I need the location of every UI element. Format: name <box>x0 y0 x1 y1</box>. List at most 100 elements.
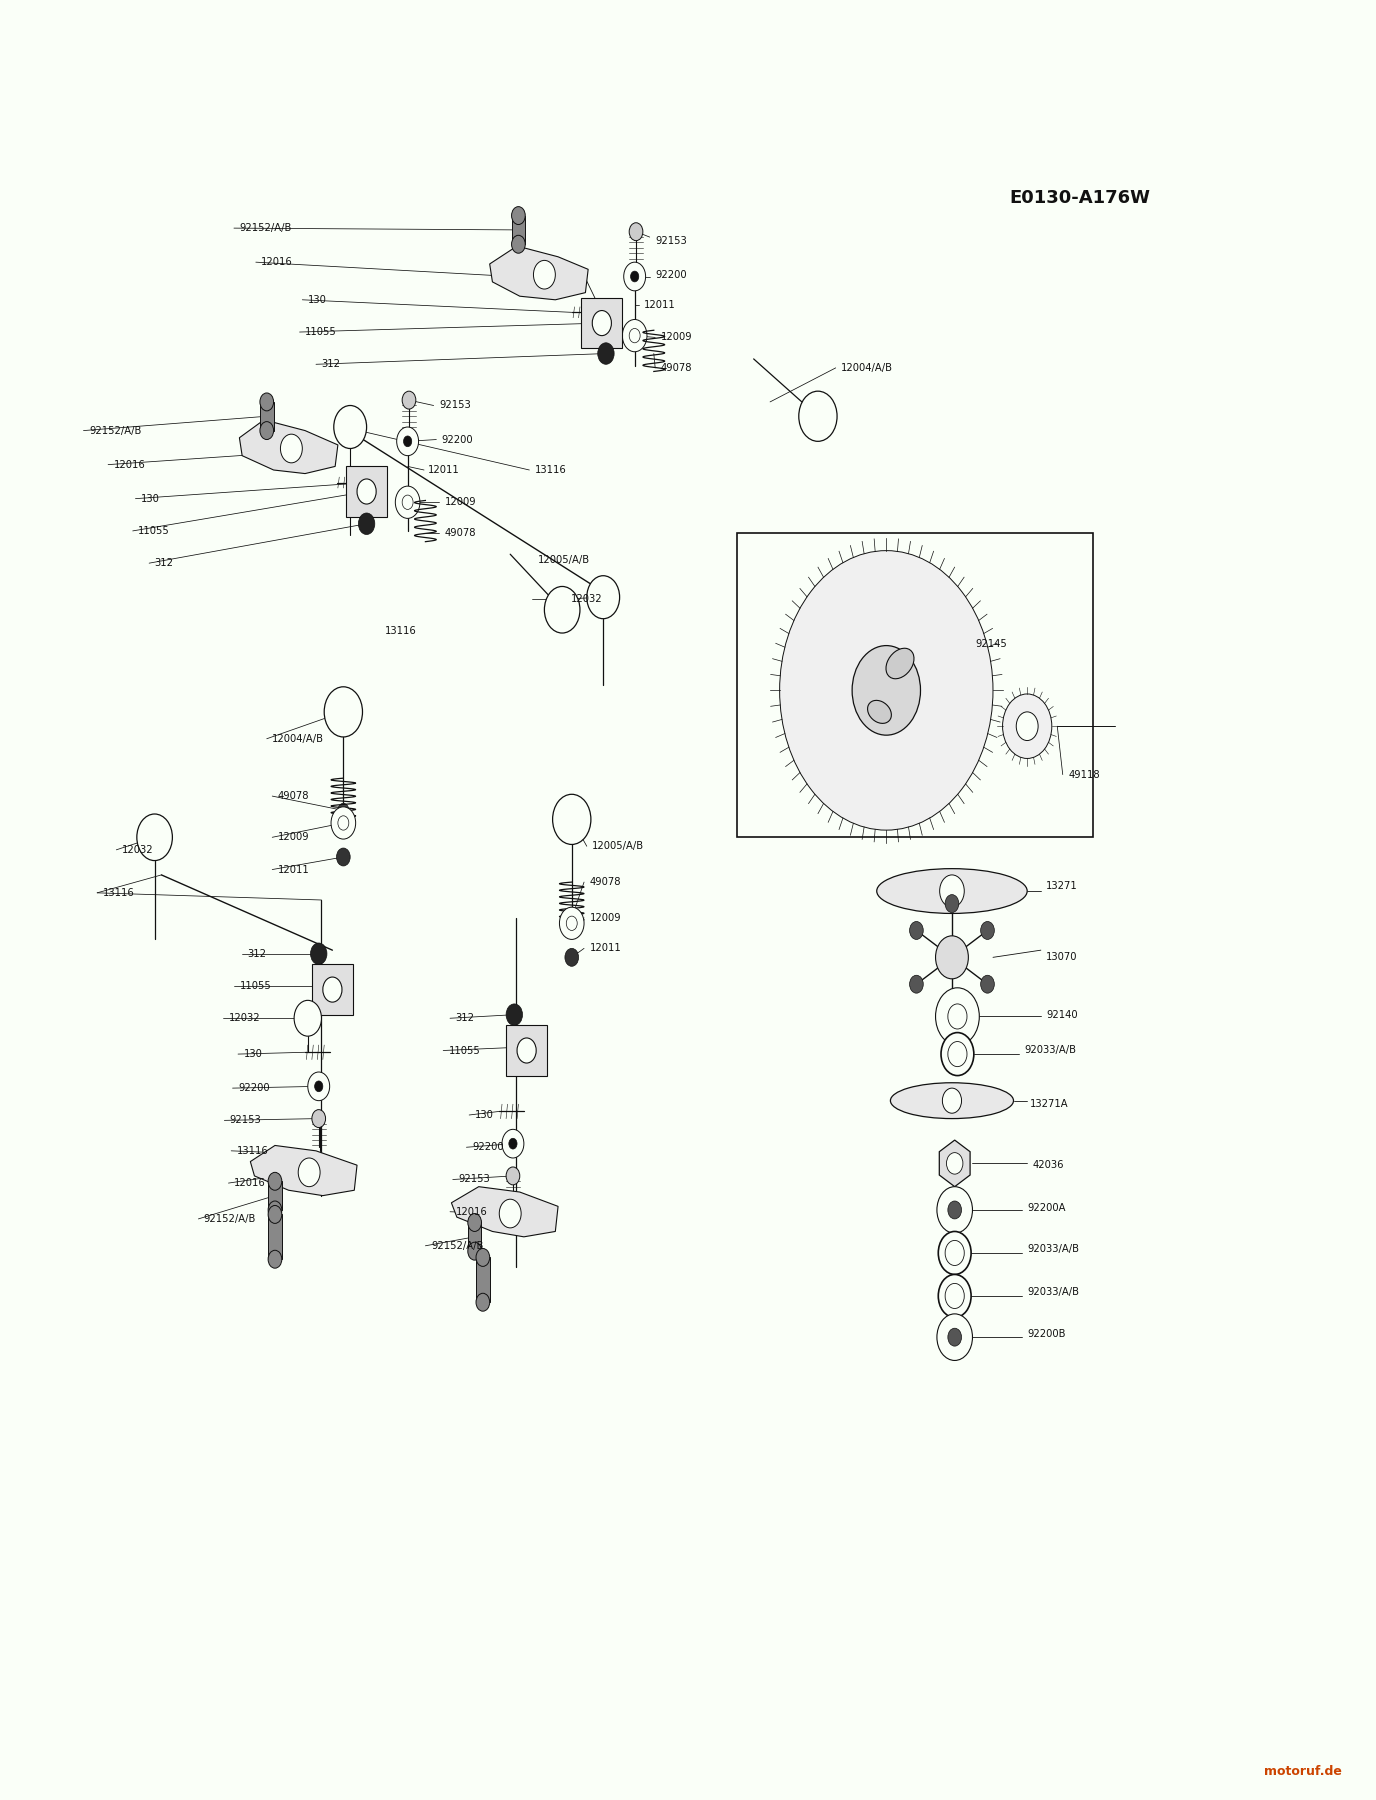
Circle shape <box>506 1004 523 1026</box>
Circle shape <box>268 1201 282 1219</box>
Circle shape <box>136 814 172 860</box>
Text: 12016: 12016 <box>114 459 146 470</box>
Text: 312: 312 <box>322 360 340 369</box>
Text: 92140: 92140 <box>1046 1010 1077 1019</box>
Circle shape <box>499 1199 522 1228</box>
Text: 92200: 92200 <box>442 434 473 445</box>
Text: 12009: 12009 <box>589 913 621 923</box>
Text: 13116: 13116 <box>103 887 135 898</box>
Text: 13070: 13070 <box>1046 952 1077 963</box>
Circle shape <box>260 421 274 439</box>
Circle shape <box>545 587 579 634</box>
Circle shape <box>468 1242 482 1260</box>
Text: 92153: 92153 <box>458 1175 490 1184</box>
Circle shape <box>799 391 837 441</box>
Circle shape <box>945 895 959 913</box>
Text: 92200: 92200 <box>472 1143 504 1152</box>
Circle shape <box>567 916 577 931</box>
Circle shape <box>852 646 921 734</box>
Text: 92152/A/B: 92152/A/B <box>239 223 292 234</box>
Circle shape <box>281 434 303 463</box>
Circle shape <box>502 1129 524 1157</box>
Circle shape <box>476 1292 490 1310</box>
Circle shape <box>403 436 411 446</box>
Circle shape <box>311 943 327 965</box>
Polygon shape <box>250 1145 356 1195</box>
Circle shape <box>945 1240 965 1265</box>
Bar <box>581 299 622 347</box>
Circle shape <box>338 815 350 830</box>
Circle shape <box>1017 711 1038 740</box>
Text: 49078: 49078 <box>660 364 692 373</box>
Bar <box>312 965 352 1015</box>
Circle shape <box>630 272 638 283</box>
Text: 92200: 92200 <box>655 270 687 279</box>
Circle shape <box>948 1328 962 1346</box>
Text: 12009: 12009 <box>660 333 692 342</box>
Text: 312: 312 <box>248 949 267 959</box>
Circle shape <box>940 875 965 907</box>
Circle shape <box>948 1042 967 1067</box>
Circle shape <box>395 486 420 518</box>
Circle shape <box>356 479 376 504</box>
Text: 92152/A/B: 92152/A/B <box>204 1213 256 1224</box>
Text: 11055: 11055 <box>305 328 337 337</box>
Circle shape <box>629 223 643 241</box>
Text: 12016: 12016 <box>455 1206 487 1217</box>
Circle shape <box>937 1314 973 1361</box>
Circle shape <box>937 1186 973 1233</box>
Circle shape <box>938 1231 971 1274</box>
Circle shape <box>338 803 350 817</box>
Circle shape <box>325 688 362 736</box>
Circle shape <box>941 1033 974 1076</box>
Text: 12016: 12016 <box>234 1177 266 1188</box>
Circle shape <box>948 1201 962 1219</box>
Circle shape <box>268 1172 282 1190</box>
Circle shape <box>268 1206 282 1224</box>
Text: 92200A: 92200A <box>1026 1202 1065 1213</box>
Circle shape <box>260 392 274 410</box>
Circle shape <box>592 311 611 335</box>
Bar <box>268 1215 282 1260</box>
Circle shape <box>622 320 647 351</box>
Circle shape <box>476 1249 490 1267</box>
Bar <box>347 466 387 517</box>
Text: 92152/A/B: 92152/A/B <box>431 1240 483 1251</box>
Circle shape <box>936 988 980 1046</box>
Circle shape <box>315 1082 323 1093</box>
Circle shape <box>948 1004 967 1030</box>
Circle shape <box>560 907 583 940</box>
Text: 12011: 12011 <box>589 943 622 954</box>
Bar <box>738 533 1093 837</box>
Text: 12011: 12011 <box>278 864 310 875</box>
Text: 130: 130 <box>308 295 326 304</box>
Circle shape <box>780 551 993 830</box>
Circle shape <box>947 1152 963 1174</box>
Circle shape <box>567 907 577 922</box>
Text: 49078: 49078 <box>589 877 621 887</box>
Text: 92152/A/B: 92152/A/B <box>89 425 142 436</box>
Circle shape <box>268 1251 282 1269</box>
Text: 13116: 13116 <box>237 1147 268 1156</box>
Bar <box>476 1258 490 1301</box>
Text: 12005/A/B: 12005/A/B <box>538 554 590 565</box>
Text: 13271A: 13271A <box>1029 1100 1069 1109</box>
Polygon shape <box>490 247 588 301</box>
Circle shape <box>553 794 590 844</box>
Circle shape <box>402 495 413 509</box>
Ellipse shape <box>877 869 1026 913</box>
Text: 12004/A/B: 12004/A/B <box>841 364 893 373</box>
Circle shape <box>943 1089 962 1112</box>
Text: 12009: 12009 <box>444 497 476 508</box>
Text: 13116: 13116 <box>535 464 567 475</box>
Circle shape <box>981 922 995 940</box>
Text: 130: 130 <box>140 493 160 504</box>
Circle shape <box>512 207 526 225</box>
Circle shape <box>358 513 374 535</box>
Circle shape <box>945 1003 959 1021</box>
Text: 312: 312 <box>455 1013 475 1022</box>
Polygon shape <box>451 1186 559 1237</box>
Text: 92153: 92153 <box>655 236 687 245</box>
Text: 92200B: 92200B <box>1026 1328 1065 1339</box>
Circle shape <box>506 1166 520 1184</box>
